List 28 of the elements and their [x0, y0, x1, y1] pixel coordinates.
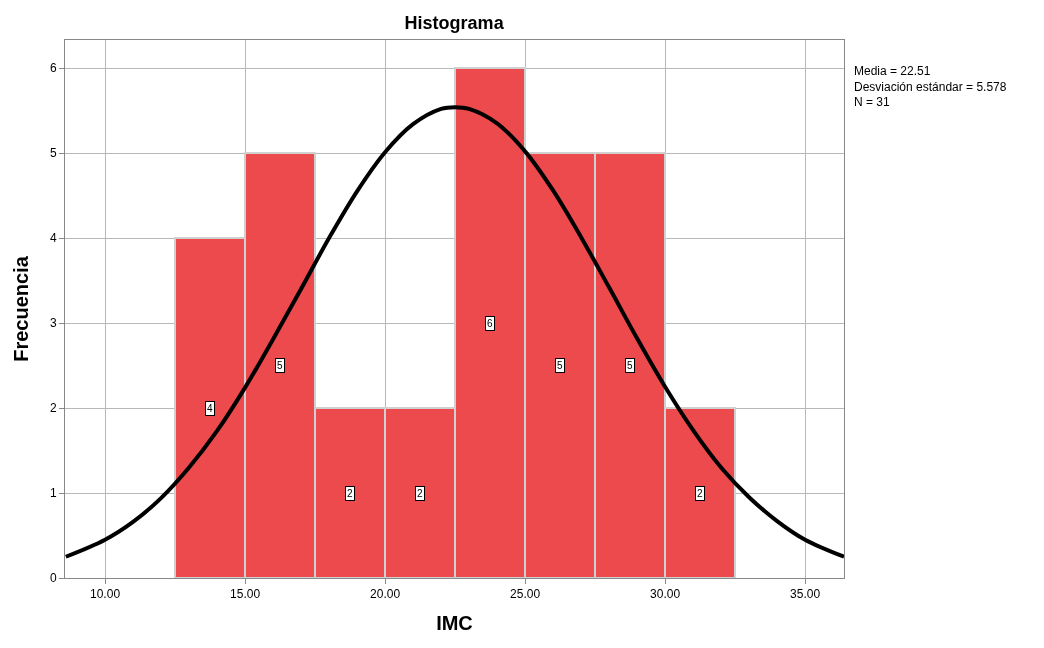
x-tick-label: 35.00 [790, 587, 821, 602]
y-tick-label: 4 [49, 231, 57, 246]
y-tick-label: 2 [49, 401, 57, 416]
data-label: 6 [487, 318, 493, 329]
x-tick-label: 15.00 [230, 587, 261, 602]
text: Media = 22.51 [854, 64, 931, 78]
data-label: 5 [557, 360, 563, 371]
y-tick-label: 0 [49, 571, 57, 586]
x-tick-label: 10.00 [90, 587, 121, 602]
text: N = 31 [854, 95, 891, 110]
data-label: 2 [417, 488, 423, 499]
x-axis-title: IMC [436, 611, 473, 634]
line-series [65, 105, 844, 559]
y-axis-title: Frecuencia [10, 255, 33, 362]
y-tick-label: 3 [49, 316, 57, 331]
data-label: 2 [347, 488, 353, 499]
data-label: 5 [627, 360, 633, 371]
x-tick-label: 30.00 [650, 587, 681, 602]
x-tick-label: 20.00 [370, 587, 401, 602]
data-label: 4 [207, 403, 213, 414]
y-tick-label: 5 [49, 146, 57, 161]
data-label: 2 [697, 488, 703, 499]
y-tick-label: 1 [49, 486, 57, 501]
x-tick-label: 25.00 [510, 587, 541, 602]
chart-title: Histograma [404, 12, 505, 33]
text: Desviación estándar = 5.578 [854, 79, 1007, 94]
y-tick-label: 6 [49, 61, 57, 76]
data-label: 5 [277, 360, 283, 371]
